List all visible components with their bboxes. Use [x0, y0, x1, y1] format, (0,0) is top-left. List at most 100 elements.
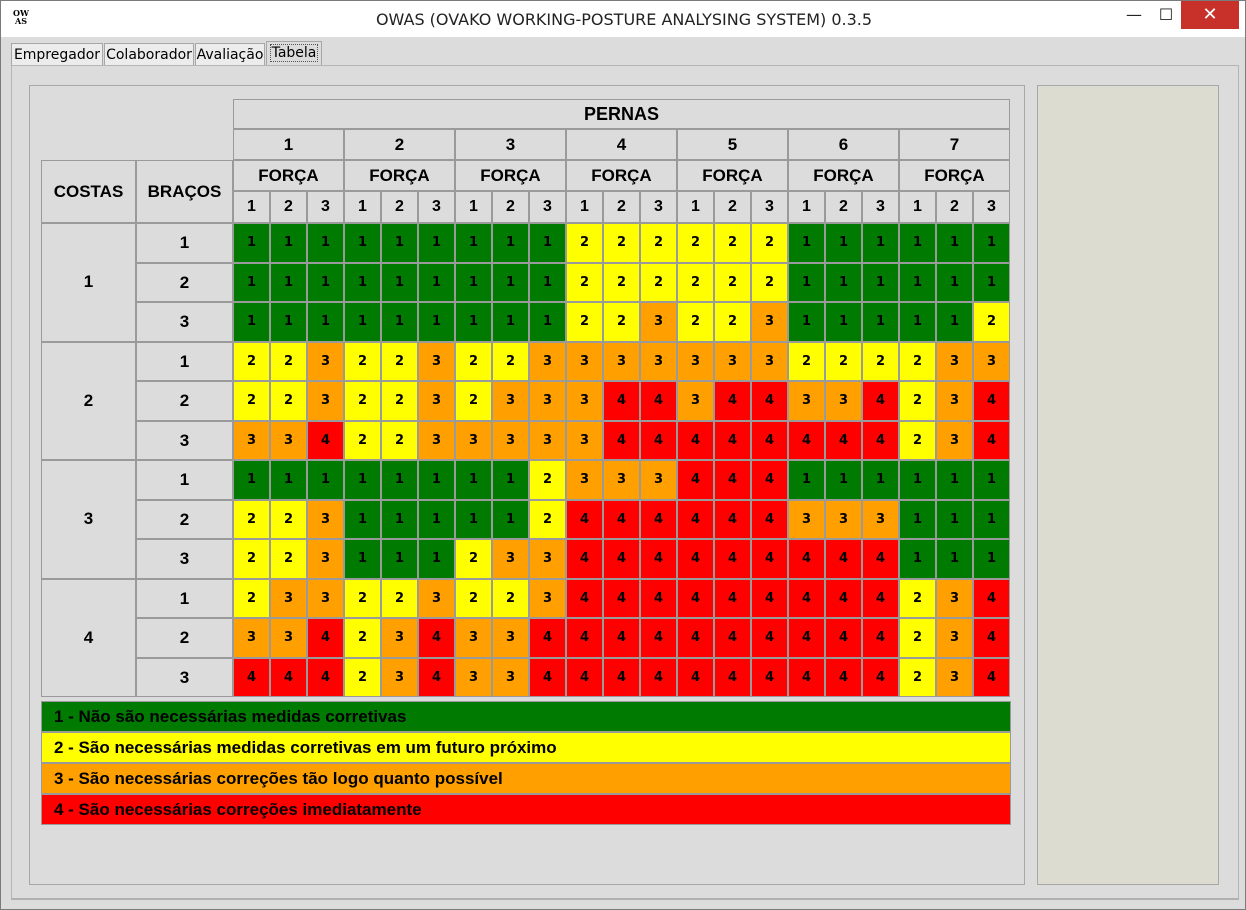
- table-cell: 1: [973, 223, 1010, 263]
- table-cell: 2: [751, 262, 788, 302]
- table-cell: 1: [973, 262, 1010, 302]
- table-cell: 3: [270, 420, 307, 460]
- table-cell: 3: [492, 618, 529, 658]
- table-cell: 4: [751, 420, 788, 460]
- title-bar[interactable]: OW AS OWAS (OVAKO WORKING-POSTURE ANALYS…: [1, 1, 1245, 37]
- forca-value: 3: [418, 191, 455, 223]
- table-cell: 1: [418, 460, 455, 500]
- table-cell: 4: [825, 657, 862, 697]
- table-cell: 2: [899, 341, 936, 381]
- table-cell: 1: [936, 223, 973, 263]
- table-cell: 3: [381, 618, 418, 658]
- table-cell: 3: [936, 341, 973, 381]
- table-cell: 2: [529, 460, 566, 500]
- table-cell: 3: [529, 420, 566, 460]
- table-cell: 1: [899, 302, 936, 342]
- table-cell: 4: [825, 578, 862, 618]
- table-cell: 1: [788, 460, 825, 500]
- table-cell: 3: [418, 341, 455, 381]
- table-cell: 4: [714, 618, 751, 658]
- table-cell: 1: [344, 262, 381, 302]
- table-cell: 3: [307, 499, 344, 539]
- table-cell: 3: [603, 341, 640, 381]
- table-cell: 3: [381, 657, 418, 697]
- table-cell: 3: [825, 381, 862, 421]
- pernas-value: 6: [788, 129, 899, 160]
- table-cell: 3: [825, 499, 862, 539]
- table-cell: 1: [899, 539, 936, 579]
- table-cell: 1: [381, 460, 418, 500]
- table-cell: 1: [899, 460, 936, 500]
- table-cell: 4: [566, 657, 603, 697]
- table-cell: 2: [788, 341, 825, 381]
- forca-value: 3: [307, 191, 344, 223]
- forca-header: FORÇA: [677, 160, 788, 191]
- table-cell: 4: [677, 657, 714, 697]
- table-cell: 2: [344, 657, 381, 697]
- table-cell: 1: [899, 223, 936, 263]
- table-cell: 3: [936, 618, 973, 658]
- forca-value: 1: [899, 191, 936, 223]
- table-cell: 3: [418, 381, 455, 421]
- table-cell: 1: [529, 302, 566, 342]
- table-cell: 3: [566, 381, 603, 421]
- table-cell: 4: [751, 460, 788, 500]
- minimize-button[interactable]: —: [1126, 5, 1142, 24]
- table-cell: 4: [862, 539, 899, 579]
- table-cell: 1: [825, 223, 862, 263]
- window-title: OWAS (OVAKO WORKING-POSTURE ANALYSING SY…: [375, 10, 873, 29]
- table-cell: 4: [973, 657, 1010, 697]
- table-cell: 3: [936, 657, 973, 697]
- bracos-header: BRAÇOS: [136, 160, 233, 223]
- table-cell: 1: [529, 262, 566, 302]
- tab-label: Avaliação: [196, 47, 264, 63]
- table-cell: 2: [640, 223, 677, 263]
- table-cell: 4: [640, 578, 677, 618]
- table-cell: 4: [603, 420, 640, 460]
- table-cell: 1: [381, 262, 418, 302]
- table-cell: 1: [381, 223, 418, 263]
- table-cell: 4: [640, 657, 677, 697]
- table-cell: 1: [455, 302, 492, 342]
- table-cell: 3: [566, 341, 603, 381]
- close-button[interactable]: ✕: [1181, 1, 1239, 29]
- table-cell: 2: [899, 618, 936, 658]
- table-cell: 4: [862, 618, 899, 658]
- tab-tabela[interactable]: Tabela: [266, 41, 322, 67]
- table-cell: 4: [714, 499, 751, 539]
- table-cell: 2: [677, 223, 714, 263]
- table-cell: 1: [233, 460, 270, 500]
- table-cell: 2: [751, 223, 788, 263]
- table-cell: 4: [751, 539, 788, 579]
- bracos-value: 2: [136, 262, 233, 302]
- tab-empregador[interactable]: Empregador: [11, 43, 103, 65]
- table-cell: 2: [381, 381, 418, 421]
- table-cell: 4: [973, 618, 1010, 658]
- table-cell: 1: [455, 262, 492, 302]
- table-cell: 3: [640, 341, 677, 381]
- table-cell: 1: [270, 262, 307, 302]
- tab-colaborador[interactable]: Colaborador: [104, 43, 194, 65]
- tab-avaliacao[interactable]: Avaliação: [195, 43, 265, 65]
- table-cell: 2: [233, 381, 270, 421]
- table-cell: 3: [751, 341, 788, 381]
- table-cell: 1: [307, 262, 344, 302]
- table-cell: 1: [788, 302, 825, 342]
- table-cell: 1: [936, 539, 973, 579]
- table-cell: 4: [307, 657, 344, 697]
- table-cell: 2: [455, 381, 492, 421]
- legend-item-4: 4 - São necessárias correções imediatame…: [41, 794, 1011, 825]
- table-cell: 3: [751, 302, 788, 342]
- maximize-button[interactable]: ☐: [1158, 5, 1174, 24]
- table-cell: 4: [640, 618, 677, 658]
- table-cell: 3: [455, 420, 492, 460]
- table-cell: 4: [677, 539, 714, 579]
- table-cell: 3: [788, 381, 825, 421]
- table-cell: 2: [270, 539, 307, 579]
- table-cell: 2: [344, 618, 381, 658]
- table-cell: 2: [529, 499, 566, 539]
- table-cell: 1: [936, 460, 973, 500]
- table-cell: 1: [307, 223, 344, 263]
- table-cell: 2: [381, 578, 418, 618]
- table-cell: 1: [418, 302, 455, 342]
